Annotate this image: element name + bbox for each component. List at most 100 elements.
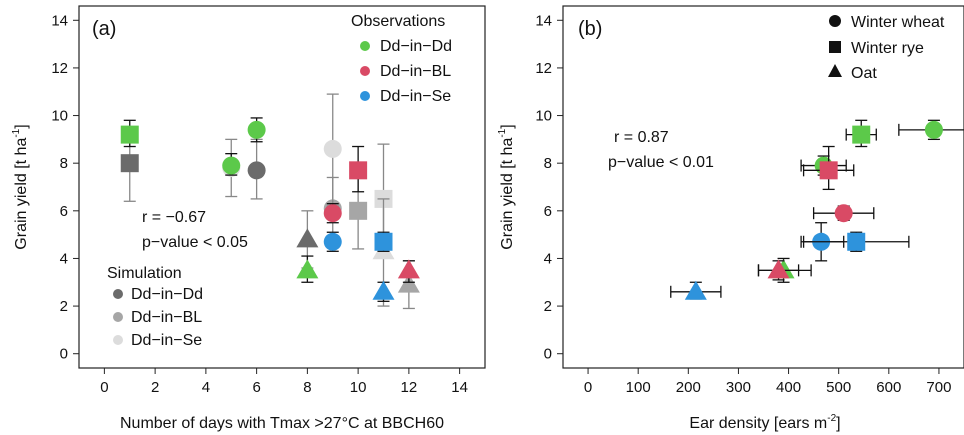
- legend-sim-marker-3: [113, 335, 123, 345]
- plot-frame-a: [78, 5, 486, 369]
- stat-r-a: r = −0.67: [142, 209, 206, 226]
- y-tick-label-b-0: 0: [544, 346, 552, 363]
- panel-a: 0 2 4 6 8 10 12 14 0 2 4 6 8 10 12 14 (a) r = −0.67 p−v…: [11, 5, 486, 432]
- marker-a-Dd-in-Se-wheat-0: [323, 232, 342, 251]
- legend-obs-label-1: Dd−in−Dd: [380, 38, 452, 55]
- point-a-Dd-in-BL-2: [397, 259, 420, 283]
- y-tick-label-b-3: 6: [544, 203, 552, 220]
- x-tick-label-b-2: 200: [676, 379, 701, 396]
- y-tick-label-a-5: 10: [51, 108, 68, 125]
- marker-b-Dd-in-BL-rye-1: [819, 161, 838, 180]
- legend-obs-label-3: Dd−in−Se: [380, 88, 451, 105]
- marker-a-Dd-in-BL-oat-2: [397, 259, 420, 279]
- x-tick-label-a-1: 2: [151, 379, 159, 396]
- marker-a-Dd-in-Dd-wheat-2: [247, 120, 266, 139]
- marks-b: [670, 119, 964, 300]
- legend-sim-label-2: Dd−in−BL: [131, 309, 202, 326]
- marker-b-Dd-in-Dd-rye-0: [852, 125, 871, 144]
- marker-a-sim-Dd-in-Dd-rye-0: [120, 154, 139, 173]
- x-axis-title-b-main: Ear density [ears m: [689, 415, 827, 432]
- point-a-Dd-in-Dd-2: [247, 117, 266, 143]
- x-tick-label-a-6: 12: [401, 379, 418, 396]
- x-tick-label-b-4: 400: [776, 379, 801, 396]
- y-tick-label-a-1: 2: [60, 298, 68, 315]
- marker-a-sim-Dd-in-Se-wheat-1: [323, 139, 342, 158]
- x-tick-label-a-4: 8: [303, 379, 311, 396]
- marker-a-Dd-in-Se-oat-2: [372, 280, 395, 300]
- point-b-Dd-in-Se-2: [670, 280, 722, 300]
- y-axis-title-a-main: Grain yield [t ha: [13, 138, 30, 250]
- marker-a-sim-Dd-in-Dd-oat-2: [296, 228, 319, 248]
- y-axis-title-a-end: ]: [13, 124, 30, 128]
- legend-sim-marker-1: [113, 289, 123, 299]
- legend-sim-title: Simulation: [107, 265, 182, 282]
- point-a-Dd-in-Se-0: [323, 231, 342, 252]
- y-axis-title-a: Grain yield [t ha-1]: [11, 124, 30, 249]
- marker-b-Dd-in-Se-oat-2: [684, 280, 707, 300]
- x-axis-title-a: Number of days with Tmax >27°C at BBCH60: [120, 415, 444, 432]
- panel-label-b: (b): [578, 18, 602, 40]
- x-tick-label-b-0: 0: [584, 379, 592, 396]
- point-a-sim-Dd-in-Se-1: [323, 93, 342, 207]
- y-tick-label-b-6: 12: [535, 60, 552, 77]
- legend-crop-marker-oat: [828, 64, 842, 77]
- x-tick-label-a-3: 6: [252, 379, 260, 396]
- x-axis-title-b-end: ]: [836, 415, 840, 432]
- x-tick-label-b-1: 100: [626, 379, 651, 396]
- panel-label-a: (a): [92, 18, 116, 40]
- legend-crop-label-oat: Oat: [851, 65, 877, 82]
- stat-p-a: p−value < 0.05: [142, 234, 248, 251]
- legend-obs-marker-3: [360, 91, 370, 101]
- point-a-Dd-in-Se-2: [372, 280, 395, 302]
- point-b-Dd-in-BL-2: [757, 259, 800, 281]
- y-tick-label-b-2: 4: [544, 250, 552, 267]
- y-axis-title-b-end: ]: [499, 124, 516, 128]
- point-a-Dd-in-Dd-3: [296, 255, 319, 283]
- x-tick-label-a-0: 0: [100, 379, 108, 396]
- legend-crop-marker-wheat: [829, 15, 841, 27]
- marker-a-Dd-in-Se-rye-1: [374, 232, 393, 251]
- marker-a-Dd-in-Dd-oat-3: [296, 259, 319, 279]
- ticks-a: 0 2 4 6 8 10 12 14 0 2 4 6 8 10 12 14: [51, 12, 468, 396]
- stat-p-b: p−value < 0.01: [608, 154, 714, 171]
- legend-crop-marker-rye: [829, 41, 841, 53]
- point-b-Dd-in-Se-1: [802, 231, 910, 252]
- point-a-Dd-in-Se-1: [374, 231, 393, 252]
- y-tick-label-a-7: 14: [51, 12, 68, 29]
- y-tick-label-b-1: 2: [544, 298, 552, 315]
- marker-a-sim-Dd-in-BL-oat-2: [397, 273, 420, 293]
- legend-sim-label-3: Dd−in−Se: [131, 332, 202, 349]
- x-tick-label-a-5: 10: [350, 379, 367, 396]
- x-axis-title-b-sup: -2: [827, 413, 836, 424]
- plot-frame-b: [562, 5, 964, 369]
- marker-a-sim-Dd-in-BL-rye-1: [349, 201, 368, 220]
- marker-a-sim-Dd-in-Dd-wheat-1: [247, 161, 266, 180]
- x-tick-label-b-6: 600: [876, 379, 901, 396]
- x-tick-label-a-2: 4: [202, 379, 210, 396]
- x-axis-title-b: Ear density [ears m-2]: [689, 413, 840, 432]
- y-axis-title-b: Grain yield [t ha-1]: [497, 124, 516, 249]
- y-tick-label-b-7: 14: [535, 12, 552, 29]
- point-a-Dd-in-Dd-1: [222, 153, 241, 176]
- legend-obs-marker-1: [360, 41, 370, 51]
- marker-a-Dd-in-Dd-rye-0: [120, 125, 139, 144]
- y-tick-label-a-6: 12: [51, 60, 68, 77]
- point-a-sim-Dd-in-Dd-1: [247, 138, 266, 200]
- point-b-Dd-in-BL-1: [802, 145, 855, 191]
- stat-r-b: r = 0.87: [614, 129, 669, 146]
- ticks-b: 0 100 200 300 400 500 600 700 0 2 4 6 8 10 12 14: [535, 12, 951, 396]
- legend-crop-label-wheat: Winter wheat: [851, 14, 945, 31]
- legend-obs-title: Observations: [351, 13, 445, 30]
- x-tick-label-b-5: 500: [826, 379, 851, 396]
- point-b-Dd-in-BL-0: [812, 204, 875, 223]
- y-axis-title-a-sup: -1: [11, 128, 22, 137]
- y-tick-label-a-2: 4: [60, 250, 68, 267]
- y-tick-label-a-3: 6: [60, 203, 68, 220]
- legend-observations: Observations Dd−in−Dd Dd−in−BL Dd−in−Se: [351, 13, 452, 105]
- legend-sim-label-1: Dd−in−Dd: [131, 286, 203, 303]
- marks-a: [120, 93, 420, 310]
- x-tick-label-b-3: 300: [726, 379, 751, 396]
- y-tick-label-b-4: 8: [544, 155, 552, 172]
- x-tick-label-b-7: 700: [926, 379, 951, 396]
